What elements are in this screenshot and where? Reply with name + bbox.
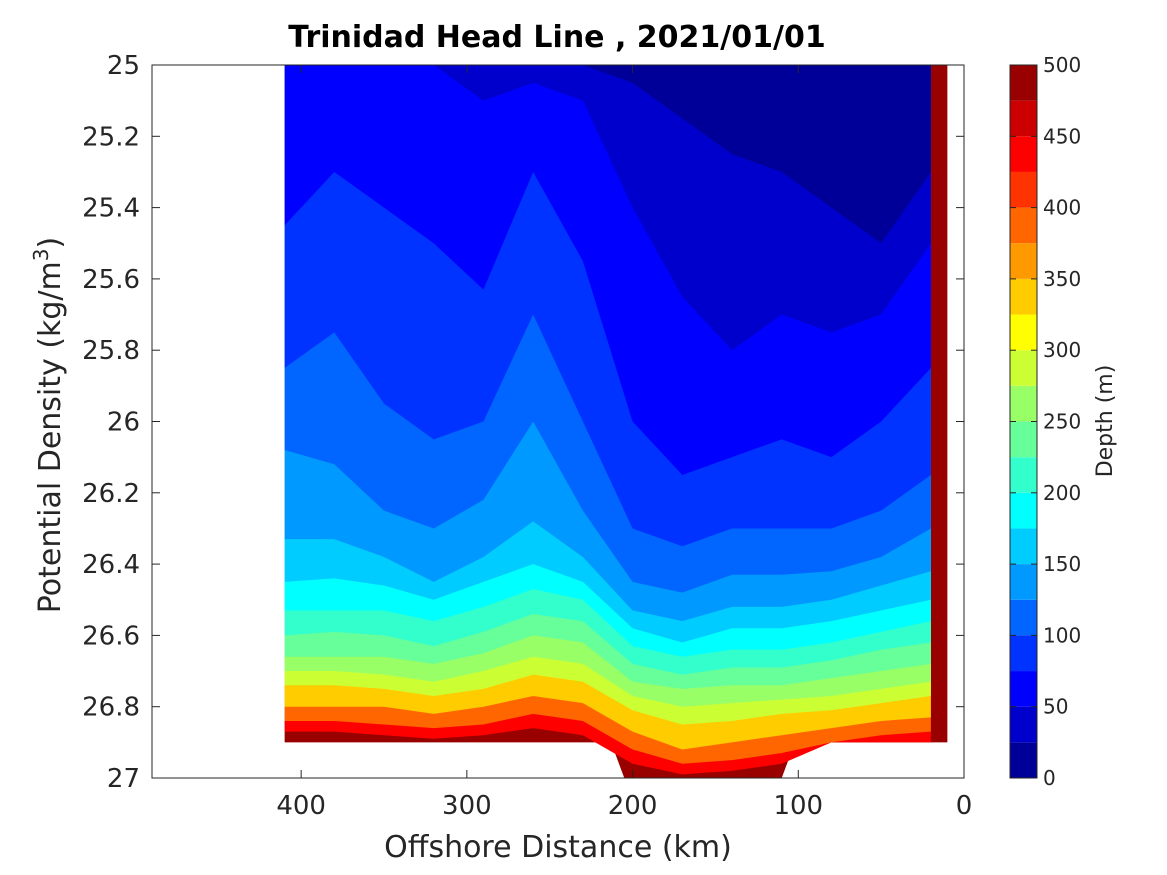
y-tick-label: 26.6 [82, 621, 140, 651]
x-axis-label: Offshore Distance (km) [384, 830, 732, 865]
colorbar-tick-label: 350 [1043, 267, 1081, 291]
colorbar-band [1010, 528, 1037, 565]
colorbar-band [1010, 278, 1037, 315]
contour-fills [152, 65, 964, 778]
colorbar-band [1010, 742, 1037, 778]
y-axis-label: Potential Density (kg/m3) [29, 237, 68, 613]
x-tick-label: 100 [773, 791, 823, 821]
colorbar-tick-label: 50 [1043, 695, 1068, 719]
colorbar-tick-label: 500 [1043, 53, 1081, 77]
contour-band-25 [284, 65, 931, 244]
chart-title: Trinidad Head Line , 2021/01/01 [288, 20, 825, 55]
colorbar-tick-label: 150 [1043, 552, 1081, 576]
y-tick-label: 26.8 [82, 693, 140, 723]
colorbar-bands [1010, 65, 1037, 778]
x-tick-label: 0 [956, 791, 973, 821]
colorbar-band [1010, 421, 1037, 458]
colorbar-band [1010, 65, 1037, 101]
colorbar-band [1010, 314, 1037, 351]
colorbar-tick-label: 300 [1043, 338, 1081, 362]
colorbar-band [1010, 492, 1037, 529]
y-tick-label: 26 [107, 408, 140, 438]
colorbar-tick-label: 250 [1043, 410, 1081, 434]
y-axis-ticks: 25 25.2 25.4 25.6 25.8 26 26.2 26.4 26.6 26.8 27 [82, 51, 964, 794]
plot-area: 400 300 200 100 0 25 25.2 25.4 25.6 25.8 26 26.2 26… [82, 51, 972, 821]
colorbar-band [1010, 350, 1037, 386]
colorbar-band [1010, 564, 1037, 600]
colorbar-band [1010, 671, 1037, 707]
colorbar: 0 50 100 150 200 250 300 350 400 450 500 Depth (m) [1009, 53, 1118, 790]
y-axis-label-superscript: 3 [29, 248, 53, 261]
colorbar-band [1010, 207, 1037, 244]
colorbar-tick-label: 450 [1043, 124, 1081, 148]
colorbar-tick-label: 400 [1043, 196, 1081, 220]
y-tick-label: 25.6 [82, 265, 140, 295]
x-axis-ticks: 400 300 200 100 0 [276, 65, 972, 821]
y-tick-label: 26.4 [82, 550, 140, 580]
colorbar-band [1010, 706, 1037, 743]
y-tick-label: 25 [107, 51, 140, 81]
y-tick-label: 27 [107, 764, 140, 794]
no-data-offshore [152, 65, 285, 778]
colorbar-band [1010, 171, 1037, 208]
y-axis-label-close: ) [33, 237, 68, 249]
colorbar-band [1010, 385, 1037, 422]
y-tick-label: 25.8 [82, 336, 140, 366]
no-data-nearshore [947, 65, 964, 778]
y-tick-label: 26.2 [82, 479, 140, 509]
x-tick-label: 300 [442, 791, 492, 821]
colorbar-band [1010, 136, 1037, 172]
colorbar-ticks: 0 50 100 150 200 250 300 350 400 450 500 [1010, 53, 1081, 790]
x-tick-label: 400 [276, 791, 326, 821]
colorbar-band [1010, 457, 1037, 493]
colorbar-band [1010, 635, 1037, 672]
colorbar-band [1010, 243, 1037, 279]
colorbar-label: Depth (m) [1093, 365, 1118, 478]
colorbar-band [1010, 599, 1037, 636]
y-tick-label: 25.2 [82, 122, 140, 152]
x-tick-label: 200 [608, 791, 658, 821]
colorbar-tick-label: 0 [1043, 766, 1056, 790]
colorbar-band [1010, 100, 1037, 137]
colorbar-tick-label: 100 [1043, 623, 1081, 647]
colorbar-tick-label: 200 [1043, 481, 1081, 505]
y-axis-label-main: Potential Density (kg/m [33, 261, 68, 613]
y-tick-label: 25.4 [82, 194, 140, 224]
